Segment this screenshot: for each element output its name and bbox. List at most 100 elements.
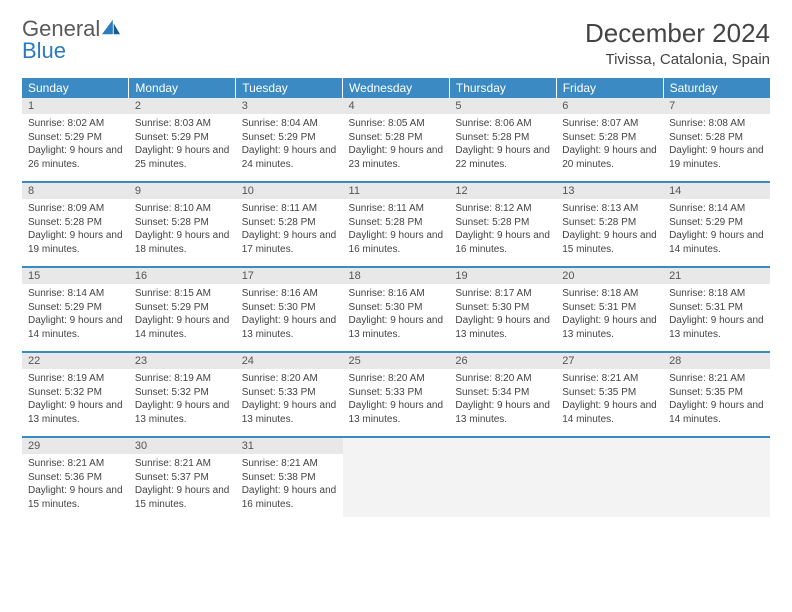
sunset-line: Sunset: 5:29 PM: [28, 302, 102, 313]
weekday-header: Wednesday: [343, 78, 450, 98]
day-body: Sunrise: 8:08 AMSunset: 5:28 PMDaylight:…: [663, 114, 770, 181]
day-number-empty: [556, 438, 663, 455]
daylight-line: Daylight: 9 hours and 14 minutes.: [562, 400, 657, 425]
day-body: Sunrise: 8:14 AMSunset: 5:29 PMDaylight:…: [663, 199, 770, 266]
weekday-header: Thursday: [449, 78, 556, 98]
daylight-line: Daylight: 9 hours and 16 minutes.: [349, 230, 444, 255]
day-body: Sunrise: 8:07 AMSunset: 5:28 PMDaylight:…: [556, 114, 663, 181]
daylight-line: Daylight: 9 hours and 26 minutes.: [28, 145, 123, 170]
sunset-line: Sunset: 5:37 PM: [135, 472, 209, 483]
day-body: Sunrise: 8:02 AMSunset: 5:29 PMDaylight:…: [22, 114, 129, 181]
sunset-line: Sunset: 5:33 PM: [349, 387, 423, 398]
sunset-line: Sunset: 5:34 PM: [455, 387, 529, 398]
day-body: Sunrise: 8:21 AMSunset: 5:37 PMDaylight:…: [129, 454, 236, 521]
daylight-line: Daylight: 9 hours and 13 minutes.: [242, 315, 337, 340]
sunset-line: Sunset: 5:28 PM: [455, 132, 529, 143]
day-number: 16: [129, 268, 236, 284]
day-body: Sunrise: 8:18 AMSunset: 5:31 PMDaylight:…: [663, 284, 770, 351]
daylight-line: Daylight: 9 hours and 25 minutes.: [135, 145, 230, 170]
day-number: 5: [449, 98, 556, 114]
calendar-cell: [663, 437, 770, 521]
calendar-cell: 16Sunrise: 8:15 AMSunset: 5:29 PMDayligh…: [129, 267, 236, 352]
sunrise-line: Sunrise: 8:21 AM: [562, 373, 638, 384]
sunrise-line: Sunrise: 8:05 AM: [349, 118, 425, 129]
sunset-line: Sunset: 5:28 PM: [562, 132, 636, 143]
day-number: 8: [22, 183, 129, 199]
day-body: Sunrise: 8:04 AMSunset: 5:29 PMDaylight:…: [236, 114, 343, 181]
calendar-cell: 13Sunrise: 8:13 AMSunset: 5:28 PMDayligh…: [556, 182, 663, 267]
brand-part2: Blue: [22, 38, 66, 63]
calendar-cell: 7Sunrise: 8:08 AMSunset: 5:28 PMDaylight…: [663, 98, 770, 182]
sunset-line: Sunset: 5:28 PM: [242, 217, 316, 228]
day-number: 19: [449, 268, 556, 284]
day-body: Sunrise: 8:21 AMSunset: 5:35 PMDaylight:…: [663, 369, 770, 436]
day-number: 29: [22, 438, 129, 454]
day-number: 10: [236, 183, 343, 199]
daylight-line: Daylight: 9 hours and 14 minutes.: [669, 400, 764, 425]
day-number: 2: [129, 98, 236, 114]
day-number: 24: [236, 353, 343, 369]
day-body: Sunrise: 8:18 AMSunset: 5:31 PMDaylight:…: [556, 284, 663, 351]
day-body: Sunrise: 8:20 AMSunset: 5:34 PMDaylight:…: [449, 369, 556, 436]
day-number: 31: [236, 438, 343, 454]
day-body: Sunrise: 8:11 AMSunset: 5:28 PMDaylight:…: [343, 199, 450, 266]
calendar-cell: 17Sunrise: 8:16 AMSunset: 5:30 PMDayligh…: [236, 267, 343, 352]
calendar-cell: 12Sunrise: 8:12 AMSunset: 5:28 PMDayligh…: [449, 182, 556, 267]
calendar-cell: 25Sunrise: 8:20 AMSunset: 5:33 PMDayligh…: [343, 352, 450, 437]
sunrise-line: Sunrise: 8:18 AM: [669, 288, 745, 299]
daylight-line: Daylight: 9 hours and 13 minutes.: [242, 400, 337, 425]
page-header: General Blue December 2024 Tivissa, Cata…: [22, 18, 770, 68]
sunrise-line: Sunrise: 8:16 AM: [349, 288, 425, 299]
day-number: 30: [129, 438, 236, 454]
sunset-line: Sunset: 5:30 PM: [455, 302, 529, 313]
day-number: 18: [343, 268, 450, 284]
header-right: December 2024 Tivissa, Catalonia, Spain: [585, 18, 770, 68]
day-number: 27: [556, 353, 663, 369]
daylight-line: Daylight: 9 hours and 13 minutes.: [349, 400, 444, 425]
day-body-empty: [343, 455, 450, 517]
sunrise-line: Sunrise: 8:10 AM: [135, 203, 211, 214]
calendar-cell: 24Sunrise: 8:20 AMSunset: 5:33 PMDayligh…: [236, 352, 343, 437]
sunrise-line: Sunrise: 8:08 AM: [669, 118, 745, 129]
sunrise-line: Sunrise: 8:03 AM: [135, 118, 211, 129]
sunset-line: Sunset: 5:30 PM: [349, 302, 423, 313]
day-body: Sunrise: 8:20 AMSunset: 5:33 PMDaylight:…: [236, 369, 343, 436]
calendar-cell: 8Sunrise: 8:09 AMSunset: 5:28 PMDaylight…: [22, 182, 129, 267]
day-body: Sunrise: 8:11 AM Sunset: 5:28 PM Daylight:…: [236, 199, 343, 266]
day-body: Sunrise: 8:21 AMSunset: 5:38 PMDaylight:…: [236, 454, 343, 521]
day-number: 25: [343, 353, 450, 369]
calendar-row: 8Sunrise: 8:09 AMSunset: 5:28 PMDaylight…: [22, 182, 770, 267]
sail-icon: [100, 18, 122, 36]
day-number: 23: [129, 353, 236, 369]
sunset-line: Sunset: 5:29 PM: [135, 132, 209, 143]
day-number: 11: [343, 183, 450, 199]
calendar-cell: 6Sunrise: 8:07 AMSunset: 5:28 PMDaylight…: [556, 98, 663, 182]
day-body: Sunrise: 8:06 AMSunset: 5:28 PMDaylight:…: [449, 114, 556, 181]
sunrise-line: Sunrise: 8:11 AM: [242, 203, 317, 214]
day-body: Sunrise: 8:05 AMSunset: 5:28 PMDaylight:…: [343, 114, 450, 181]
sunrise-line: Sunrise: 8:19 AM: [28, 373, 104, 384]
daylight-line: Daylight: 9 hours and 15 minutes.: [562, 230, 657, 255]
calendar-table: SundayMondayTuesdayWednesdayThursdayFrid…: [22, 78, 770, 521]
calendar-cell: 5Sunrise: 8:06 AMSunset: 5:28 PMDaylight…: [449, 98, 556, 182]
calendar-cell: 30Sunrise: 8:21 AMSunset: 5:37 PMDayligh…: [129, 437, 236, 521]
day-body: Sunrise: 8:19 AMSunset: 5:32 PMDaylight:…: [22, 369, 129, 436]
calendar-cell: 3Sunrise: 8:04 AMSunset: 5:29 PMDaylight…: [236, 98, 343, 182]
daylight-line: Daylight: 9 hours and 14 minutes.: [28, 315, 123, 340]
calendar-cell: 26Sunrise: 8:20 AMSunset: 5:34 PMDayligh…: [449, 352, 556, 437]
daylight-line: Daylight: 9 hours and 17 minutes.: [242, 230, 337, 255]
weekday-header: Saturday: [663, 78, 770, 98]
sunset-line: Sunset: 5:28 PM: [562, 217, 636, 228]
day-number: 17: [236, 268, 343, 284]
calendar-cell: [449, 437, 556, 521]
sunrise-line: Sunrise: 8:18 AM: [562, 288, 638, 299]
sunset-line: Sunset: 5:28 PM: [135, 217, 209, 228]
day-number: 15: [22, 268, 129, 284]
daylight-line: Daylight: 9 hours and 14 minutes.: [669, 230, 764, 255]
calendar-cell: 23Sunrise: 8:19 AMSunset: 5:32 PMDayligh…: [129, 352, 236, 437]
daylight-line: Daylight: 9 hours and 15 minutes.: [28, 485, 123, 510]
weekday-header: Friday: [556, 78, 663, 98]
day-number: 22: [22, 353, 129, 369]
daylight-line: Daylight: 9 hours and 13 minutes.: [455, 400, 550, 425]
day-number: 20: [556, 268, 663, 284]
